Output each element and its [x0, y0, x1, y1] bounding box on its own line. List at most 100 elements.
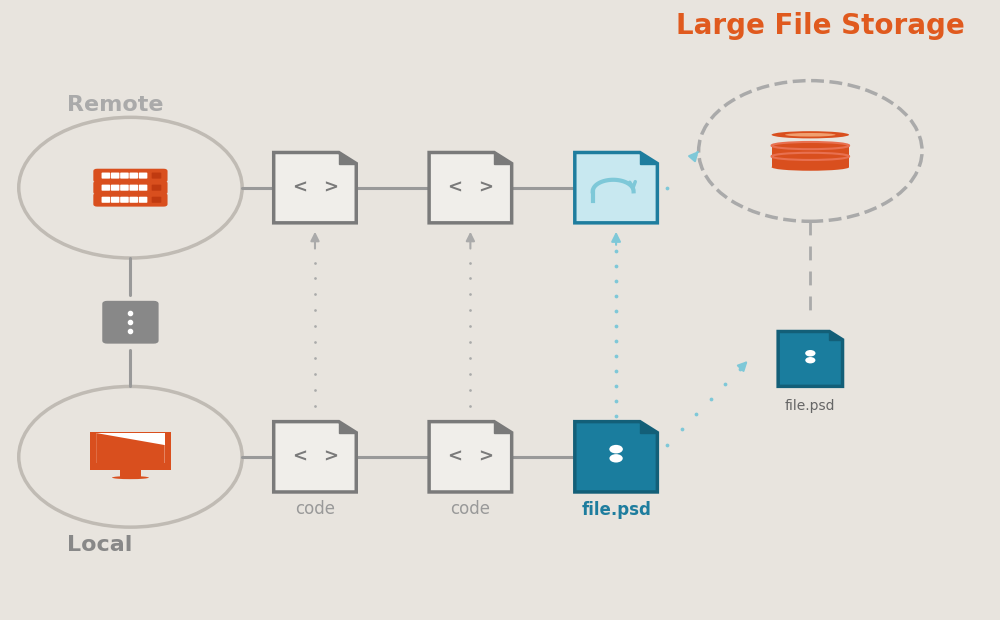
Point	[687, 151, 703, 161]
Ellipse shape	[805, 357, 815, 363]
FancyBboxPatch shape	[111, 172, 119, 179]
FancyBboxPatch shape	[129, 172, 138, 179]
Point	[732, 364, 748, 374]
Point	[608, 351, 624, 361]
FancyBboxPatch shape	[139, 197, 147, 203]
Text: <: <	[448, 448, 463, 466]
Text: >: >	[323, 448, 338, 466]
Ellipse shape	[772, 164, 849, 170]
FancyBboxPatch shape	[102, 197, 110, 203]
Text: >: >	[323, 179, 338, 197]
Polygon shape	[429, 422, 512, 492]
Text: <: <	[448, 179, 463, 197]
Polygon shape	[772, 146, 849, 156]
Polygon shape	[120, 471, 141, 477]
Point	[462, 401, 478, 411]
Point	[462, 290, 478, 299]
Point	[608, 336, 624, 346]
FancyBboxPatch shape	[102, 172, 110, 179]
FancyBboxPatch shape	[102, 301, 159, 343]
Text: Local: Local	[67, 536, 133, 556]
Point	[608, 246, 624, 256]
Polygon shape	[640, 153, 657, 164]
Point	[307, 337, 323, 347]
Text: >: >	[478, 179, 493, 197]
Text: Remote: Remote	[67, 95, 164, 115]
Polygon shape	[494, 422, 512, 433]
Point	[608, 321, 624, 331]
Point	[659, 440, 675, 450]
FancyBboxPatch shape	[129, 185, 138, 191]
FancyBboxPatch shape	[93, 193, 168, 206]
Point	[608, 381, 624, 391]
Point	[717, 379, 733, 389]
Ellipse shape	[609, 454, 623, 463]
Point	[608, 306, 624, 316]
FancyBboxPatch shape	[104, 333, 107, 339]
Polygon shape	[274, 153, 356, 223]
Polygon shape	[339, 153, 356, 164]
Point	[307, 401, 323, 411]
FancyBboxPatch shape	[152, 185, 161, 191]
Point	[608, 261, 624, 271]
Point	[462, 337, 478, 347]
FancyBboxPatch shape	[111, 185, 119, 191]
Polygon shape	[772, 156, 849, 167]
Polygon shape	[778, 332, 843, 386]
Polygon shape	[575, 422, 657, 492]
FancyBboxPatch shape	[102, 185, 110, 191]
Point	[307, 290, 323, 299]
FancyBboxPatch shape	[93, 169, 168, 182]
Ellipse shape	[772, 142, 849, 149]
Point	[674, 425, 690, 435]
Point	[462, 257, 478, 267]
FancyBboxPatch shape	[120, 197, 129, 203]
Point	[307, 353, 323, 363]
Ellipse shape	[772, 153, 849, 160]
Circle shape	[805, 350, 816, 356]
Text: <: <	[292, 179, 307, 197]
Point	[307, 257, 323, 267]
Ellipse shape	[785, 133, 836, 136]
Ellipse shape	[772, 131, 849, 138]
Text: <: <	[292, 448, 307, 466]
Point	[608, 291, 624, 301]
FancyBboxPatch shape	[120, 172, 129, 179]
Point	[307, 385, 323, 395]
FancyBboxPatch shape	[93, 181, 168, 195]
Text: code: code	[450, 500, 490, 518]
Text: >: >	[478, 448, 493, 466]
Point	[608, 277, 624, 286]
Polygon shape	[640, 422, 657, 433]
Point	[307, 321, 323, 331]
Text: code: code	[295, 500, 335, 518]
Polygon shape	[339, 422, 356, 433]
Polygon shape	[575, 153, 657, 223]
Point	[462, 370, 478, 379]
FancyBboxPatch shape	[120, 185, 129, 191]
Text: file.psd: file.psd	[785, 399, 836, 413]
Point	[307, 370, 323, 379]
FancyBboxPatch shape	[152, 172, 161, 179]
Circle shape	[19, 117, 242, 258]
Polygon shape	[429, 153, 512, 223]
Polygon shape	[829, 332, 843, 340]
Point	[462, 321, 478, 331]
Polygon shape	[96, 433, 165, 463]
Polygon shape	[494, 153, 512, 164]
Point	[462, 273, 478, 283]
Point	[307, 306, 323, 316]
Point	[462, 353, 478, 363]
Circle shape	[19, 386, 242, 527]
Ellipse shape	[112, 476, 149, 479]
FancyBboxPatch shape	[111, 197, 119, 203]
Point	[703, 394, 719, 404]
Circle shape	[609, 445, 623, 453]
FancyBboxPatch shape	[152, 197, 161, 203]
Point	[462, 306, 478, 316]
FancyBboxPatch shape	[139, 172, 147, 179]
Point	[608, 366, 624, 376]
Point	[608, 410, 624, 420]
FancyBboxPatch shape	[90, 432, 171, 471]
FancyBboxPatch shape	[96, 433, 165, 463]
